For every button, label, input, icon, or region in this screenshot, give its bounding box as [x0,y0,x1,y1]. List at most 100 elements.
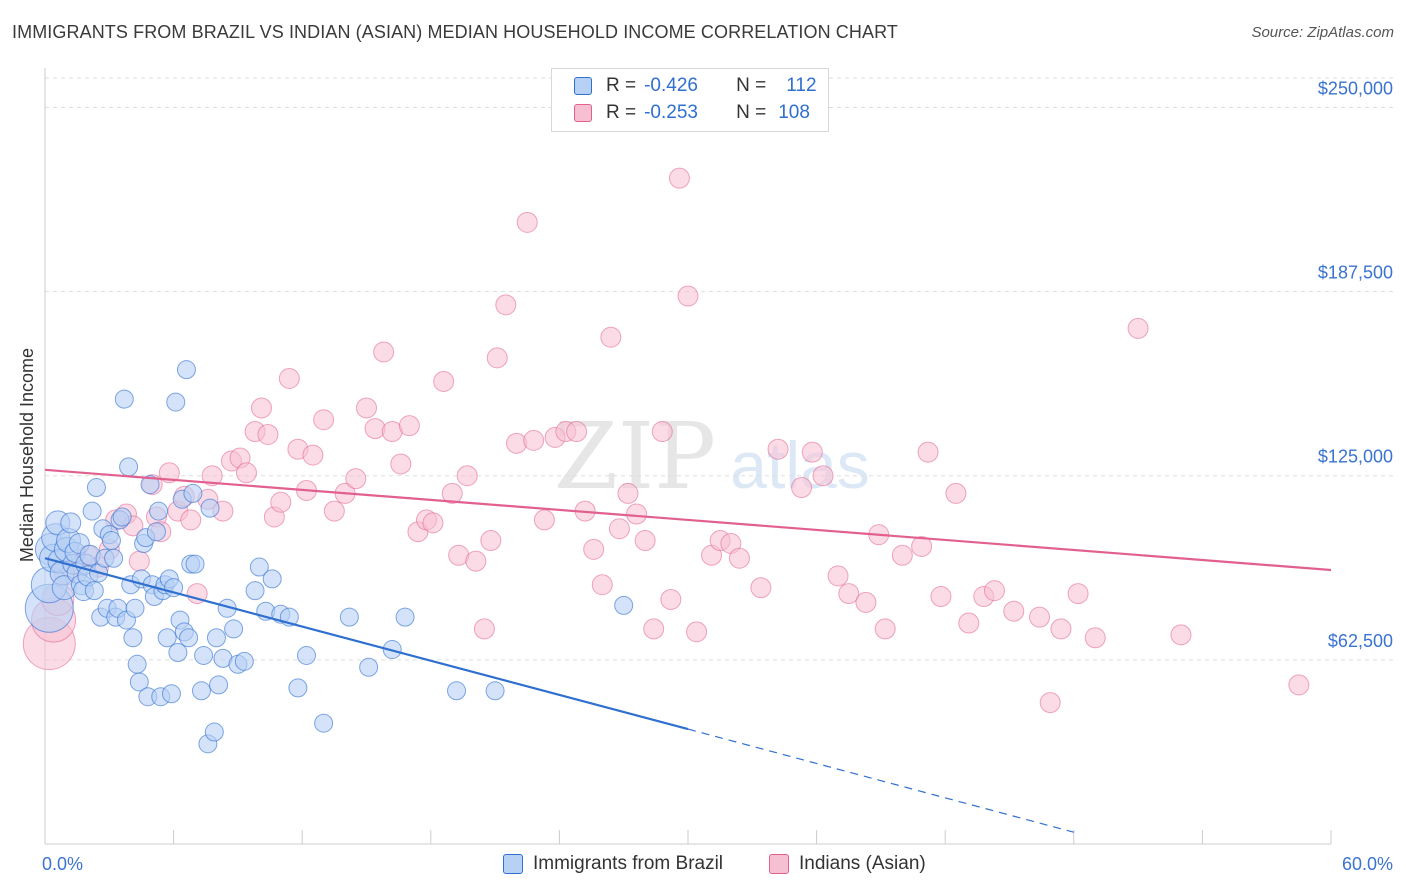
indians-asian-point [958,612,980,634]
indians-asian-point [128,550,150,572]
indians-asian-point [473,618,495,640]
indians-asian-point [608,518,630,540]
indians-asian-point [257,423,279,445]
indians-asian-point [390,453,412,475]
indians-asian-point [643,618,665,640]
indians-asian-point [668,167,690,189]
legend-item-indians: Indians (Asian) [769,852,926,876]
y-tick-label: $250,000 [1318,78,1393,98]
indians-asian-point [827,565,849,587]
brazil-point [185,554,205,574]
blue-swatch-icon [574,77,592,95]
indians-asian-point [750,577,772,599]
indians-asian-point [677,285,699,307]
brazil-point [146,522,166,542]
brazil-point [194,645,214,665]
tick-labels: $62,500 $125,000 $187,500 $250,000 0.0% 60.0% [42,78,1393,874]
brazil-point [168,643,188,662]
indians-asian-point [433,370,455,392]
r-label: R = [606,102,637,123]
indians-asian-point [1170,624,1192,646]
chart-title: IMMIGRANTS FROM BRAZIL VS INDIAN (ASIAN)… [12,22,898,42]
brazil-point [191,681,211,701]
indians-asian-point [911,535,933,557]
indians-asian-point [345,468,367,490]
blue-swatch-icon [503,854,523,874]
brazil-trend-extension [687,728,1074,833]
brazil-point [60,512,82,534]
indians-asian-point [506,432,528,454]
n-label: N = [736,102,767,123]
indians-asian-point [533,509,555,531]
brazil-point [224,619,244,639]
r-value: -0.426 [644,75,698,96]
indians-asian-point [373,341,395,363]
legend-row-brazil: R = -0.426 N = 112 [574,73,817,99]
indians-asian-point [651,421,673,443]
indians-asian-point [313,409,335,431]
indians-asian-point [728,547,750,569]
brazil-point [485,681,505,701]
indians-asian-point [600,326,622,348]
indians-asian-point [480,530,502,552]
indians-asian-point [812,465,834,487]
indians-asian-point [566,421,588,443]
brazil-points [24,360,634,754]
y-tick-label: $187,500 [1318,263,1393,283]
indians-asian-point [1039,692,1061,714]
brazil-point [249,557,269,577]
x-tick-label: 0.0% [42,854,83,874]
brazil-point [262,569,282,589]
brazil-point [209,675,229,695]
indians-asian-point [186,583,208,605]
indians-asian-point [180,509,202,531]
indians-asian-point [235,462,257,484]
brazil-point [359,657,379,677]
indians-asian-point [323,500,345,522]
correlation-legend: R = -0.426 N = 112 R = -0.253 N = 108 [551,68,829,132]
indians-asian-trend-line [44,468,1332,572]
indians-asian-point [891,544,913,566]
brazil-point [614,595,634,615]
x-tick-label: 60.0% [1342,854,1393,874]
y-tick-label: $62,500 [1328,631,1393,651]
brazil-point [161,684,181,704]
indians-asian-point [686,621,708,643]
brazil-point [86,478,106,498]
indians-asian-point [250,397,272,419]
brazil-point [234,651,254,671]
indians-asian-point [364,418,386,440]
indians-asian-point [874,618,896,640]
brazil-point [123,628,143,648]
source-label: Source: ZipAtlas.com [1251,24,1394,41]
brazil-point [395,607,415,627]
indians-asian-point [1050,618,1072,640]
brazil-point [314,713,334,733]
indians-asian-point [626,503,648,525]
brazil-point [204,722,224,742]
indians-asian-point [523,429,545,451]
brazil-point [179,628,199,648]
legend-row-indians: R = -0.253 N = 108 [574,100,810,126]
indians-asian-point [441,482,463,504]
indians-asian-point [855,591,877,613]
indians-asian-point [1084,627,1106,649]
brazil-point [112,507,132,527]
indians-asian-point [465,550,487,572]
brazil-point [149,501,169,521]
n-label: N = [736,75,767,96]
indians-asian-point [1288,674,1310,696]
brazil-point [127,654,147,674]
indians-asian-point [398,415,420,437]
indians-asian-point [838,583,860,605]
legend-item-brazil: Immigrants from Brazil [503,852,723,876]
brazil-point [157,628,177,648]
brazil-point [125,598,145,618]
indians-asian-point [495,294,517,316]
indians-asian-point [660,588,682,610]
indians-asian-point [591,574,613,596]
trend-lines [44,468,1332,833]
indians-asian-point [801,441,823,463]
indians-asian-point [201,465,223,487]
indians-asian-point [583,538,605,560]
